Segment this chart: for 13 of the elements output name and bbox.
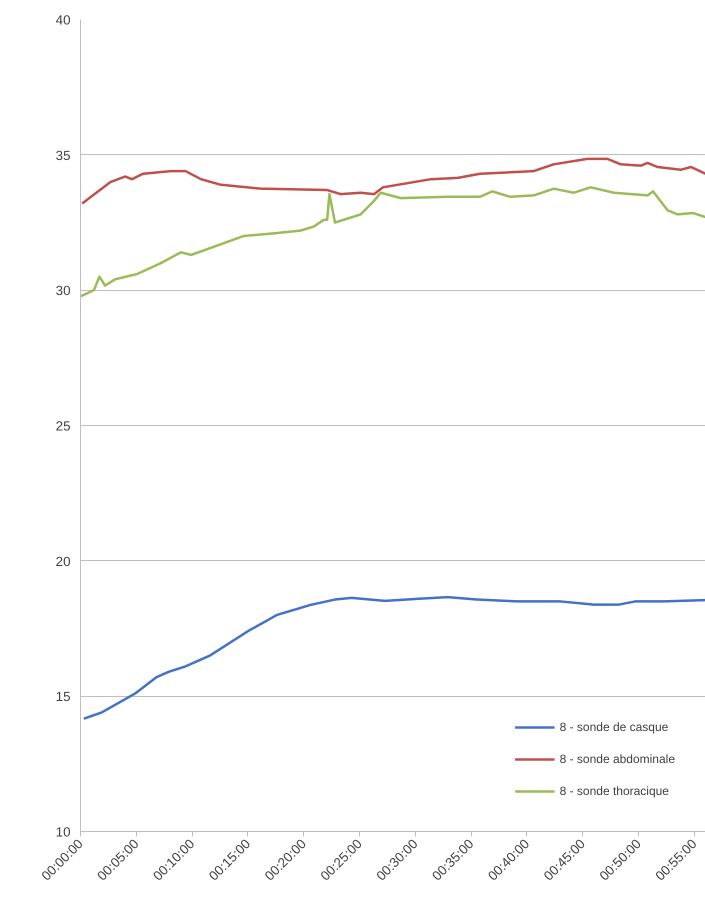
y-tick-label: 40 [56,12,71,28]
y-tick-label: 15 [56,689,71,704]
line-series [80,158,705,205]
y-tick-label: 35 [56,148,71,163]
y-tick-label: 20 [56,554,71,569]
y-tick-label: 25 [56,418,71,434]
line-series [80,186,705,298]
line-series [82,596,705,720]
legend-label: 8 - sonde de casque [560,720,668,734]
legend-label: 8 - sonde abdominale [560,752,675,766]
legend-label: 8 - sonde thoracique [560,784,669,798]
y-tick-label: 10 [56,824,71,840]
y-tick-label: 30 [56,283,71,298]
